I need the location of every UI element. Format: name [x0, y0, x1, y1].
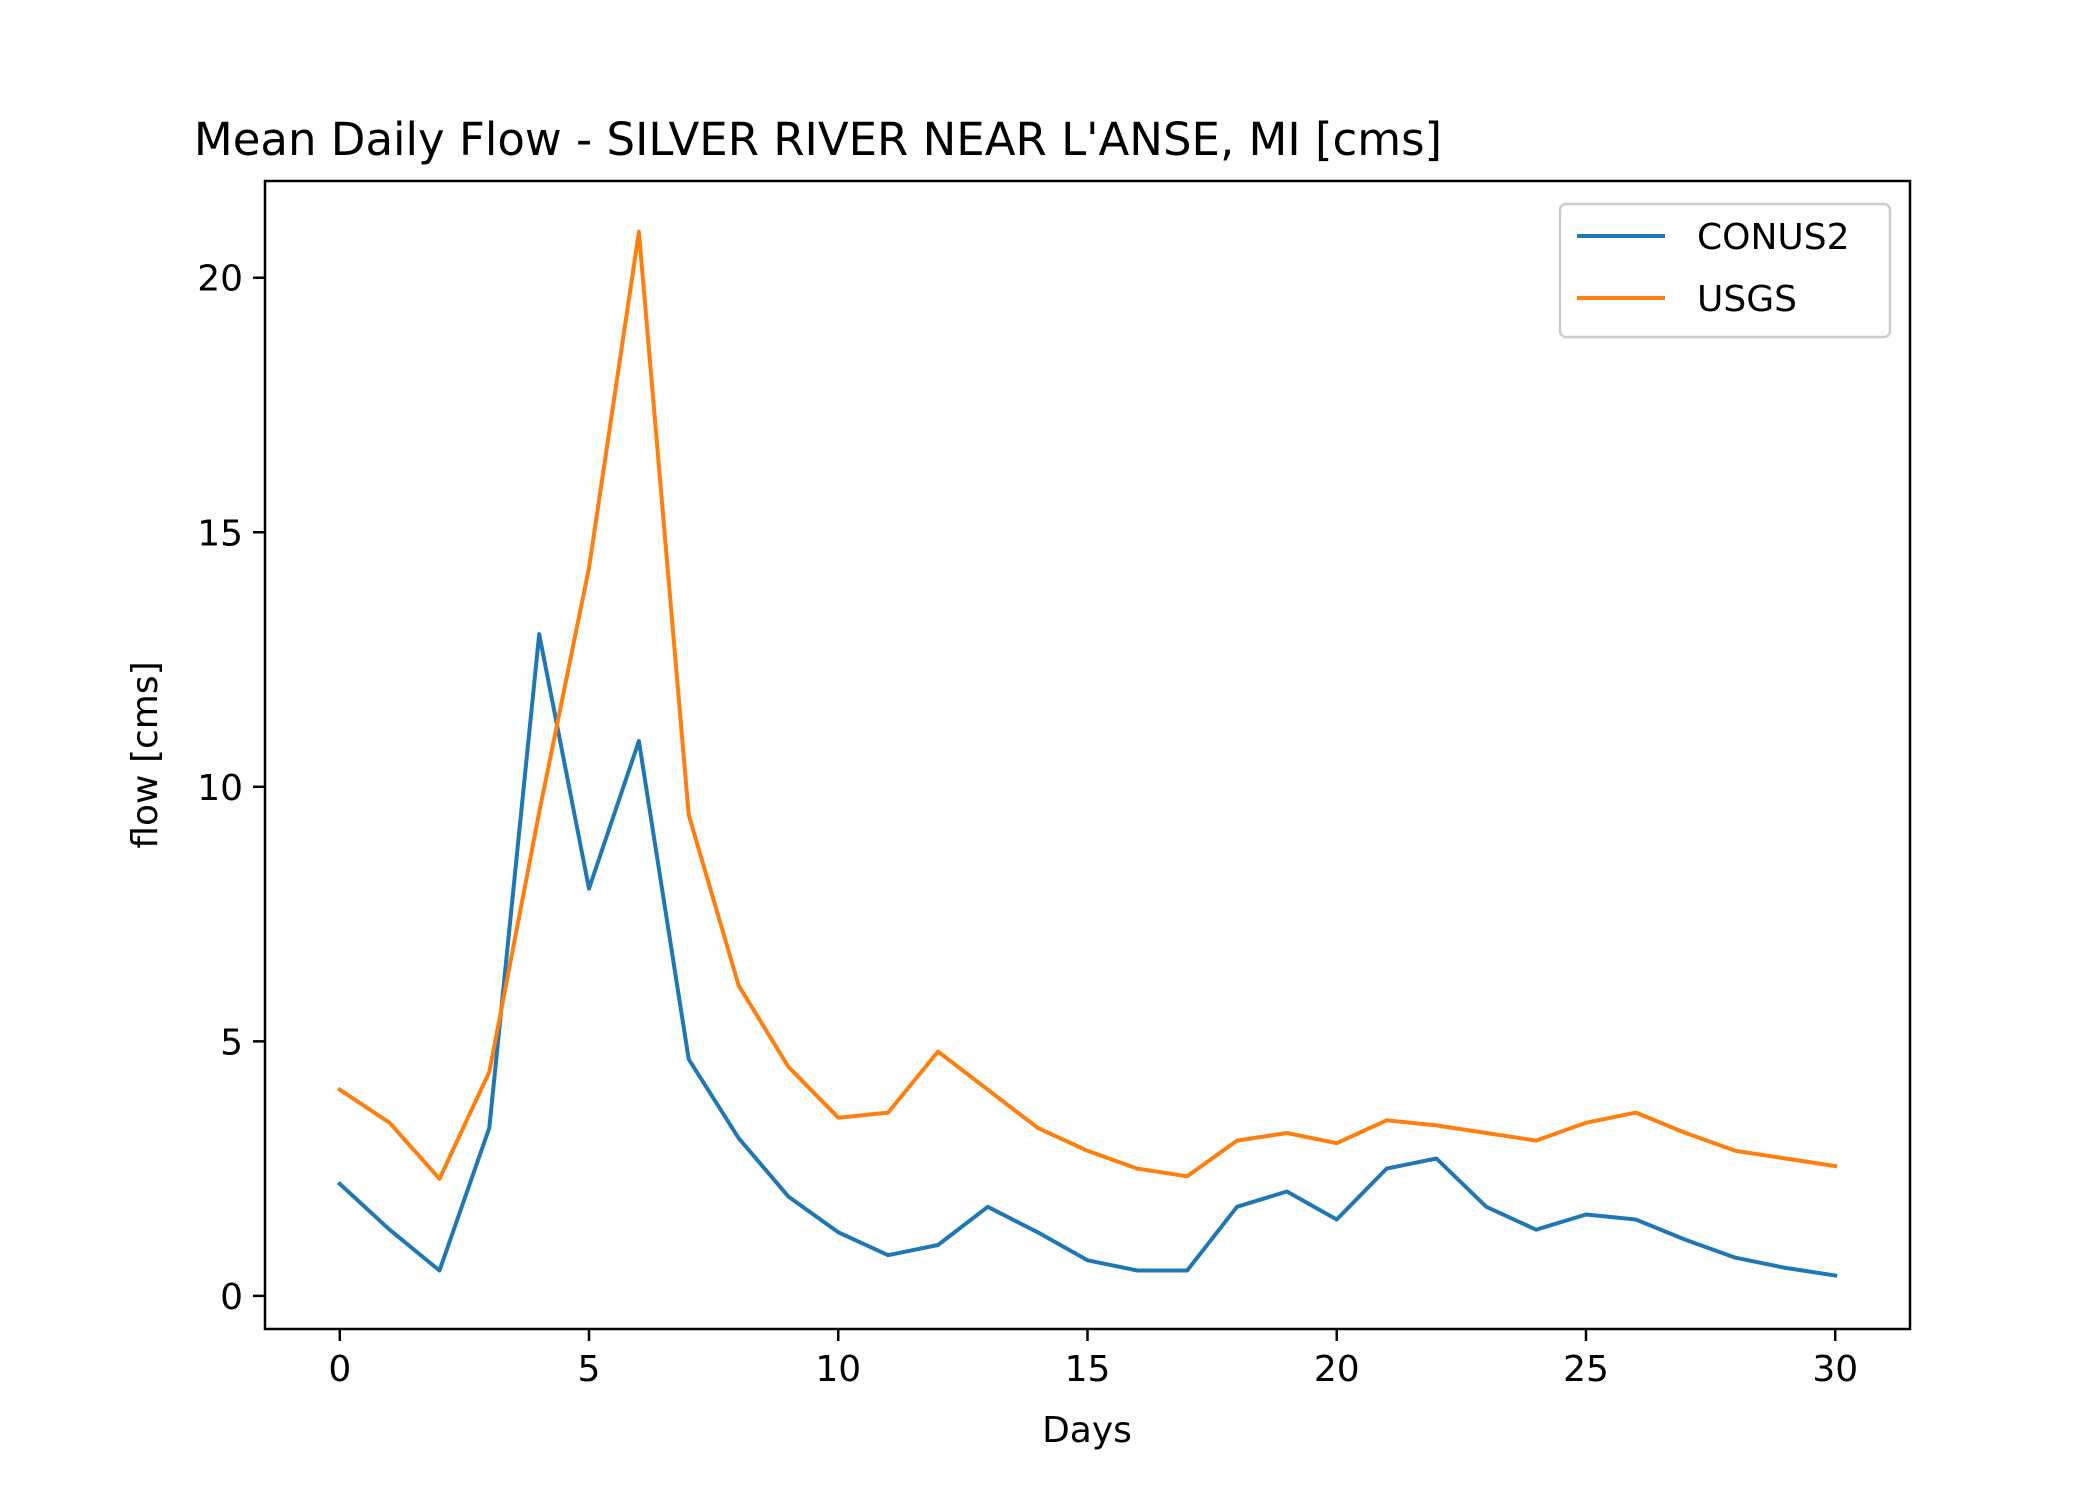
plot-frame	[263, 179, 1912, 1331]
chart-title: Mean Daily Flow - SILVER RIVER NEAR L'AN…	[194, 113, 1442, 166]
y-tick-label: 15	[197, 513, 243, 554]
plot-lines	[336, 229, 1838, 1278]
y-tick-label: 0	[220, 1277, 243, 1318]
x-tick-label: 15	[1065, 1349, 1111, 1390]
x-tick-label: 30	[1812, 1349, 1858, 1390]
y-tick-label: 10	[197, 768, 243, 809]
y-axis-label: flow [cms]	[125, 661, 166, 848]
y-tick-label: 20	[197, 259, 243, 300]
x-tick-label: 0	[328, 1349, 351, 1390]
x-tick-label: 20	[1314, 1349, 1360, 1390]
y-tick-label: 5	[220, 1022, 243, 1063]
legend-label-conus2: CONUS2	[1697, 217, 1850, 258]
legend-label-usgs: USGS	[1697, 279, 1797, 320]
series-line-conus2	[336, 632, 1838, 1278]
x-tick-label: 10	[815, 1349, 861, 1390]
x-tick-label: 5	[578, 1349, 601, 1390]
x-axis-label: Days	[1042, 1410, 1132, 1451]
legend: CONUS2 USGS	[1558, 202, 1892, 339]
series-line-usgs	[337, 229, 1838, 1181]
x-axis: 0 5 10 15 20 25 30	[328, 1329, 1858, 1390]
y-axis: 0 5 10 15 20	[197, 259, 265, 1318]
x-tick-label: 25	[1563, 1349, 1609, 1390]
